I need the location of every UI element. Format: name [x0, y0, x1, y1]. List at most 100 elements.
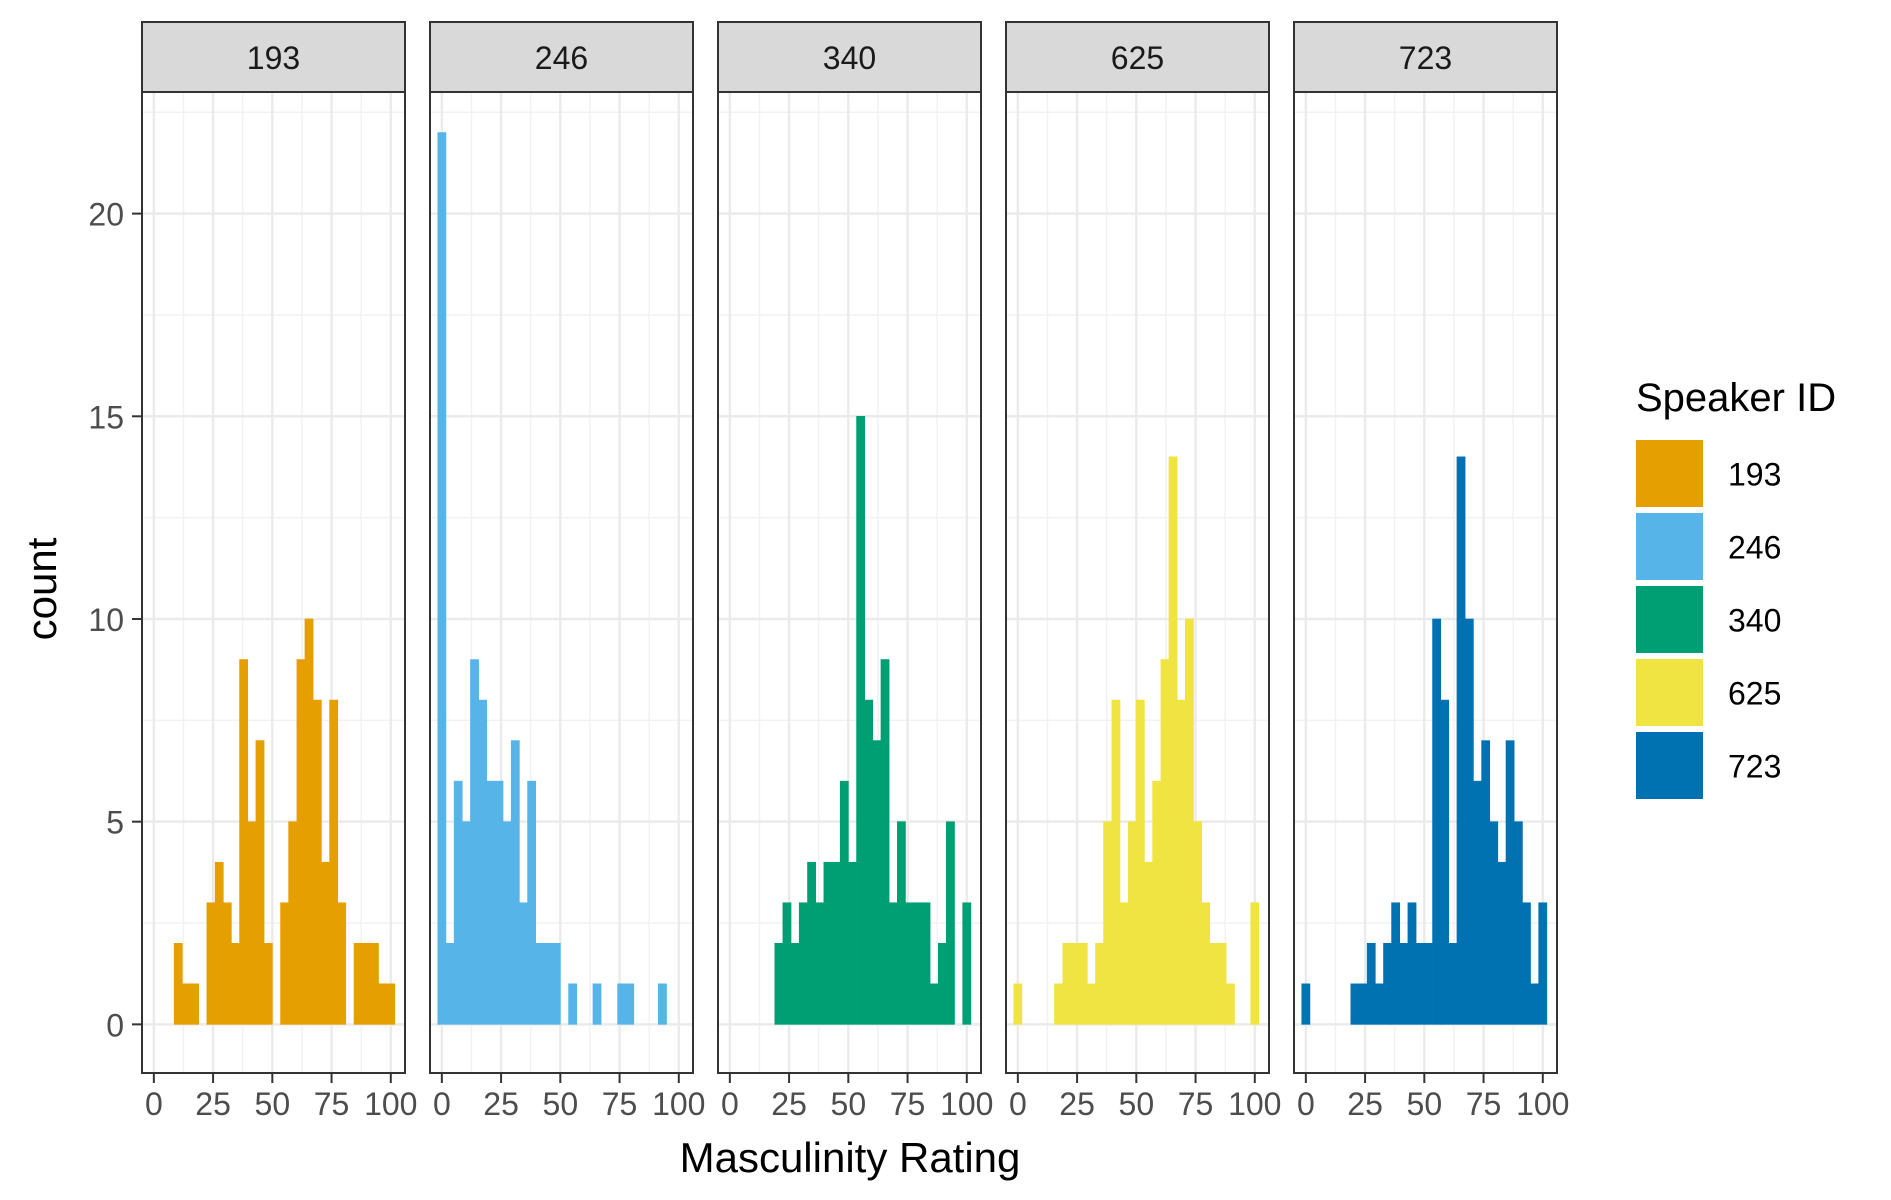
x-tick-label: 75: [602, 1086, 638, 1122]
panel-border: [429, 91, 694, 1074]
histogram-bar: [321, 861, 330, 1025]
histogram-bar: [437, 132, 447, 1025]
histogram-bar: [361, 942, 371, 1025]
y-axis-title: count: [18, 537, 65, 640]
x-tick-label: 25: [1347, 1086, 1383, 1122]
histogram-bar: [470, 659, 479, 1025]
histogram-bar: [1374, 983, 1384, 1025]
histogram-bar: [190, 983, 199, 1025]
x-tick-label: 75: [1466, 1086, 1502, 1122]
histogram-bar: [847, 861, 857, 1025]
histogram-bar: [897, 821, 906, 1025]
x-tick-label: 75: [314, 1086, 350, 1122]
histogram-bar: [206, 902, 216, 1025]
histogram-bar: [1078, 942, 1088, 1025]
histogram-bar: [913, 902, 923, 1025]
histogram-bar: [1013, 983, 1023, 1025]
histogram-bar: [1399, 942, 1409, 1025]
histogram-bar: [1473, 780, 1482, 1025]
histogram-bar: [864, 699, 874, 1025]
x-tick-label: 0: [1297, 1086, 1315, 1122]
x-tick-label: 50: [543, 1086, 579, 1122]
histogram-bar: [247, 821, 257, 1025]
histogram-bar: [1530, 983, 1540, 1025]
histogram-bar: [946, 821, 955, 1025]
histogram-bar: [1366, 942, 1376, 1025]
histogram-bar: [929, 983, 939, 1025]
legend-label: 340: [1728, 603, 1781, 639]
facet-strip: [141, 21, 406, 93]
legend-label: 723: [1728, 749, 1781, 785]
facet-strip: [429, 21, 694, 93]
histogram-bar: [807, 861, 816, 1025]
histogram-bar: [1111, 699, 1121, 1025]
histogram-bar: [1440, 699, 1450, 1025]
histogram-bar: [494, 780, 504, 1025]
facet-panel-340: 340 0 25 50 75 100: [717, 21, 993, 1122]
histogram-bar: [1481, 740, 1491, 1025]
histogram-bar: [1168, 456, 1178, 1025]
x-tick-label: 0: [1009, 1086, 1027, 1122]
facet-strip-label: 340: [823, 40, 876, 76]
histogram-bar: [502, 821, 512, 1025]
y-tick-label: 0: [106, 1007, 124, 1043]
histogram-bar: [527, 780, 537, 1025]
x-tick-label: 100: [364, 1086, 417, 1122]
histogram-bar: [1250, 902, 1260, 1025]
histogram-bar: [1054, 983, 1063, 1025]
histogram-bar: [543, 942, 553, 1025]
y-tick-label: 15: [88, 399, 124, 435]
histogram-bar: [453, 780, 463, 1025]
histogram-bar: [1176, 699, 1186, 1025]
histogram-bars: [1301, 456, 1548, 1025]
histogram-bar: [625, 983, 635, 1025]
y-axis: 0 5 10 15 20: [88, 197, 142, 1043]
histogram-bar: [790, 942, 800, 1025]
histogram-bar: [239, 659, 249, 1025]
histogram-bar: [1070, 942, 1080, 1025]
histogram-bar: [461, 821, 471, 1025]
histogram-bar: [510, 740, 520, 1025]
x-tick-label: 100: [1228, 1086, 1281, 1122]
x-tick-label: 50: [255, 1086, 291, 1122]
histogram-bar: [1217, 942, 1227, 1025]
histogram-bar: [1489, 821, 1499, 1025]
histogram-bar: [478, 699, 487, 1025]
histogram-bar: [888, 902, 898, 1025]
legend-key-625: [1636, 659, 1703, 726]
histogram-bars: [1013, 456, 1260, 1025]
histogram-bar: [872, 740, 882, 1025]
histogram-bar: [1086, 983, 1096, 1025]
histogram-bar: [774, 942, 784, 1025]
legend-label: 246: [1728, 530, 1781, 566]
histogram-bar: [1185, 618, 1194, 1025]
histogram-bar: [798, 902, 808, 1025]
histogram-bar: [1407, 902, 1417, 1025]
legend-key-723: [1636, 732, 1703, 799]
legend-label: 625: [1728, 676, 1781, 712]
histogram-bar: [519, 902, 528, 1025]
histogram-bar: [535, 942, 545, 1025]
panel-border: [717, 91, 982, 1074]
histogram-bar: [782, 902, 792, 1025]
histogram-bar: [815, 902, 825, 1025]
legend-key-246: [1636, 513, 1703, 580]
histogram-bar: [1383, 942, 1392, 1025]
histogram-bar: [173, 942, 183, 1025]
legend-key-193: [1636, 440, 1703, 507]
histogram-bar: [1103, 821, 1113, 1025]
legend-title: Speaker ID: [1636, 376, 1836, 420]
y-tick-label: 5: [106, 805, 124, 841]
histogram-bar: [329, 699, 339, 1025]
x-tick-label: 25: [483, 1086, 519, 1122]
histogram-bar: [1095, 942, 1104, 1025]
histogram-bar: [1119, 902, 1129, 1025]
histogram-bar: [1456, 456, 1466, 1025]
histogram-bar: [263, 942, 273, 1025]
x-tick-label: 75: [890, 1086, 926, 1122]
histogram-bar: [1152, 780, 1162, 1025]
histogram-bar: [1135, 699, 1145, 1025]
x-tick-label: 25: [1059, 1086, 1095, 1122]
